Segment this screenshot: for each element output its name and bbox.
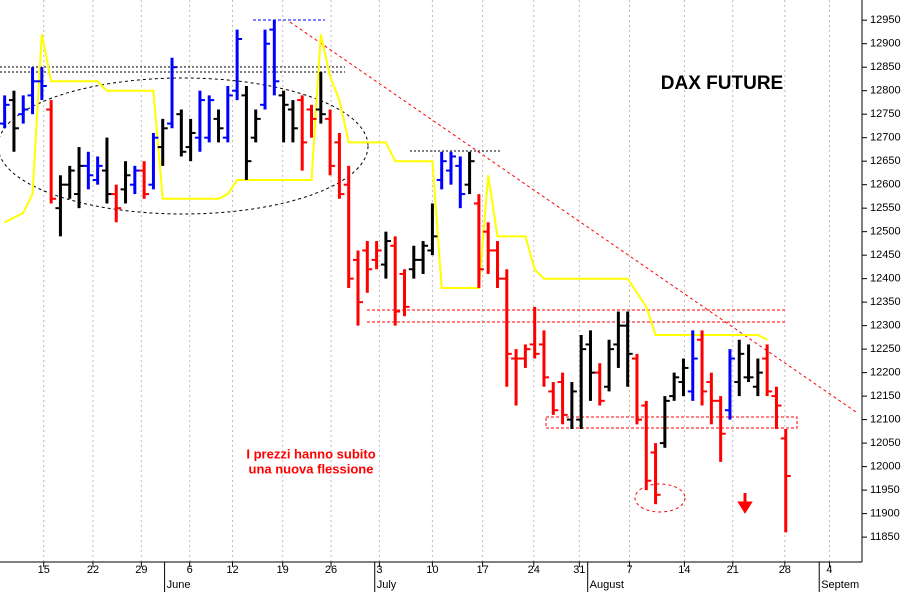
overlay-line	[4, 34, 768, 341]
chart-title: DAX FUTURE	[661, 73, 783, 94]
x-tick-label: 6	[187, 564, 193, 576]
y-tick-label: 12450	[870, 249, 901, 261]
y-tick-label: 12400	[870, 273, 901, 285]
x-tick-label: 19	[277, 564, 289, 576]
y-tick-label: 12250	[870, 343, 901, 355]
x-tick-label: 21	[727, 564, 739, 576]
y-tick-label: 12850	[870, 61, 901, 73]
month-label: Septem	[821, 579, 859, 591]
x-tick-label: 7	[626, 564, 632, 576]
y-tick-label: 12050	[870, 437, 901, 449]
plot	[0, 20, 791, 533]
grid	[43, 0, 830, 562]
month-label: June	[167, 579, 191, 591]
y-tick-label: 12200	[870, 367, 901, 379]
x-tick-label: 3	[376, 564, 382, 576]
y-tick-label: 12100	[870, 414, 901, 426]
y-tick-label: 11900	[870, 508, 900, 520]
y-tick-label: 12000	[870, 461, 901, 473]
annotation: una nuova flessione	[249, 461, 374, 476]
x-tick-label: 15	[38, 564, 50, 576]
x-tick-label: 26	[325, 564, 337, 576]
x-tick-label: 31	[573, 564, 585, 576]
y-tick-label: 12750	[870, 108, 901, 120]
y-tick-label: 12300	[870, 320, 901, 332]
y-tick-label: 12950	[870, 14, 901, 26]
y-tick-label: 12500	[870, 226, 901, 238]
y-tick-label: 11850	[870, 531, 900, 543]
x-tick-label: 24	[528, 564, 540, 576]
x-tick-label: 4	[826, 564, 832, 576]
y-tick-label: 12150	[870, 390, 901, 402]
y-tick-label: 12600	[870, 179, 901, 191]
y-tick-label: 12800	[870, 85, 901, 97]
y-tick-label: 12650	[870, 155, 901, 167]
y-tick-label: 12550	[870, 202, 901, 214]
y-tick-label: 12700	[870, 132, 901, 144]
y-tick-label: 12900	[870, 38, 901, 50]
x-tick-label: 29	[135, 564, 147, 576]
trend-line	[289, 21, 857, 413]
x-tick-label: 12	[226, 564, 238, 576]
annotation: I prezzi hanno subito	[246, 446, 375, 461]
x-tick-label: 22	[87, 564, 99, 576]
down-arrow	[737, 493, 753, 514]
ellipse	[0, 77, 369, 215]
x-tick-label: 17	[476, 564, 488, 576]
x-tick-label: 28	[779, 564, 791, 576]
dashed-box	[545, 416, 798, 429]
month-label: July	[377, 579, 397, 591]
y-tick-label: 12350	[870, 296, 901, 308]
x-tick-label: 14	[678, 564, 690, 576]
x-tick-label: 10	[426, 564, 438, 576]
ellipse	[634, 483, 686, 513]
month-label: August	[590, 579, 624, 591]
y-tick-label: 11950	[870, 484, 900, 496]
